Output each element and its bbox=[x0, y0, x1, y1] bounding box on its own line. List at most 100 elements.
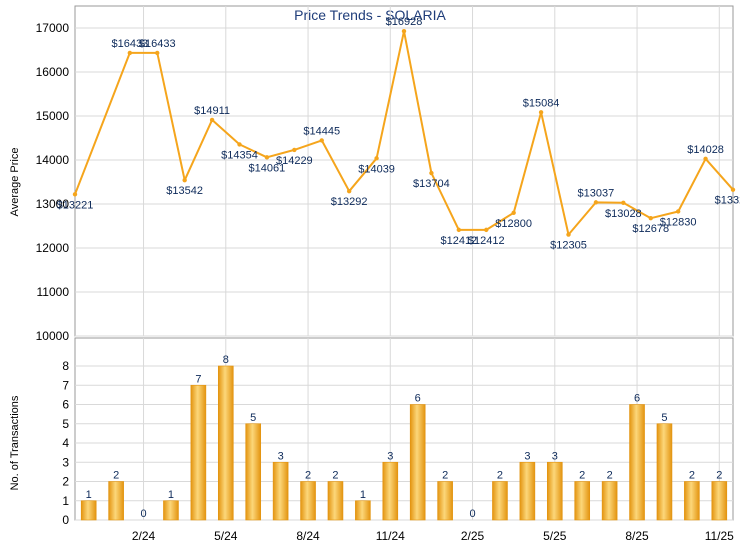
transaction-count-label: 2 bbox=[497, 470, 503, 482]
x-tick-label: 8/24 bbox=[296, 529, 320, 543]
price-point bbox=[675, 209, 681, 214]
transaction-count-label: 5 bbox=[661, 412, 667, 424]
transaction-bar bbox=[519, 461, 536, 521]
price-point bbox=[319, 138, 324, 143]
x-tick-label: 11/24 bbox=[376, 529, 405, 543]
price-point bbox=[538, 110, 544, 115]
price-data-label: $12800 bbox=[495, 218, 532, 230]
x-tick-label: 2/24 bbox=[132, 529, 156, 543]
price-tick-label: 14000 bbox=[36, 153, 70, 167]
chart-title: Price Trends - SOLARIA bbox=[294, 7, 446, 23]
price-data-label: $15084 bbox=[523, 97, 560, 109]
price-point bbox=[127, 50, 133, 56]
price-data-label: $13037 bbox=[578, 187, 615, 199]
transaction-count-label: 3 bbox=[278, 450, 284, 462]
transaction-count-label: 8 bbox=[223, 354, 229, 366]
transaction-count-label: 7 bbox=[195, 373, 201, 385]
price-point bbox=[456, 227, 462, 233]
transaction-count-label: 2 bbox=[689, 470, 695, 482]
price-data-label: $12830 bbox=[660, 216, 697, 228]
x-tick-label: 2/25 bbox=[461, 529, 485, 543]
price-point bbox=[484, 227, 489, 233]
transaction-bar bbox=[190, 384, 207, 521]
price-data-label: $13704 bbox=[413, 178, 450, 190]
price-point bbox=[593, 200, 599, 205]
price-point bbox=[511, 210, 516, 215]
transaction-bar bbox=[163, 500, 179, 521]
price-point bbox=[237, 142, 242, 147]
transaction-count-label: 2 bbox=[442, 470, 448, 482]
transaction-bar bbox=[546, 461, 563, 521]
transaction-bar bbox=[492, 481, 508, 521]
transaction-count-label: 1 bbox=[86, 489, 92, 501]
price-data-label: $16928 bbox=[386, 16, 423, 28]
price-point bbox=[730, 187, 736, 192]
transaction-bar bbox=[711, 481, 728, 521]
transaction-bar bbox=[409, 404, 426, 521]
transaction-count-label: 2 bbox=[607, 470, 613, 482]
price-point bbox=[401, 28, 407, 34]
price-data-label: $13542 bbox=[166, 185, 203, 197]
price-tick-label: 11000 bbox=[37, 285, 70, 299]
price-data-label: $16433 bbox=[111, 38, 148, 50]
transaction-bar bbox=[382, 461, 399, 521]
transactions-tick-label: 4 bbox=[62, 436, 69, 450]
price-data-label: $14039 bbox=[358, 163, 395, 175]
price-data-label: $13028 bbox=[605, 208, 642, 220]
price-data-label: $16433 bbox=[139, 38, 176, 50]
price-point bbox=[566, 232, 571, 237]
price-tick-label: 12000 bbox=[36, 241, 70, 255]
transaction-bar bbox=[327, 481, 344, 521]
transaction-bar bbox=[437, 481, 453, 521]
price-data-label: $12412 bbox=[440, 235, 477, 247]
price-point bbox=[703, 156, 708, 161]
price-point bbox=[648, 215, 653, 221]
x-tick-label: 5/24 bbox=[214, 529, 238, 543]
transaction-count-label: 6 bbox=[634, 393, 640, 405]
transaction-count-label: 2 bbox=[332, 470, 338, 482]
transaction-bar bbox=[217, 365, 234, 521]
price-data-label: $14229 bbox=[276, 155, 313, 167]
price-point bbox=[346, 188, 352, 194]
price-tick-label: 15000 bbox=[36, 109, 70, 123]
transaction-bar bbox=[300, 481, 316, 521]
transaction-count-label: 3 bbox=[552, 450, 558, 462]
x-tick-label: 8/25 bbox=[625, 529, 649, 543]
price-point bbox=[374, 156, 379, 161]
transaction-count-label: 1 bbox=[168, 489, 174, 501]
transactions-tick-label: 3 bbox=[62, 455, 69, 469]
price-tick-label: 13000 bbox=[36, 197, 70, 211]
transaction-count-label: 2 bbox=[716, 470, 722, 482]
transaction-count-label: 2 bbox=[113, 470, 119, 482]
transaction-bar bbox=[601, 481, 618, 521]
price-data-label: $13324 bbox=[715, 195, 740, 207]
transaction-bar bbox=[108, 481, 124, 521]
price-data-label: $12305 bbox=[550, 240, 587, 252]
transaction-count-label: 3 bbox=[387, 450, 393, 462]
transactions-tick-label: 5 bbox=[62, 417, 69, 431]
transaction-count-label: 0 bbox=[140, 508, 146, 520]
transactions-tick-label: 8 bbox=[62, 359, 69, 373]
transaction-count-label: 3 bbox=[524, 450, 530, 462]
transactions-tick-label: 7 bbox=[62, 378, 69, 392]
price-series-line bbox=[74, 30, 734, 236]
price-data-label: $13221 bbox=[57, 199, 94, 211]
transactions-tick-label: 0 bbox=[62, 513, 69, 527]
price-tick-label: 17000 bbox=[36, 21, 70, 35]
transaction-bar bbox=[629, 404, 645, 521]
transaction-bar bbox=[684, 481, 700, 521]
price-point bbox=[264, 155, 270, 160]
transaction-count-label: 2 bbox=[305, 470, 311, 482]
transaction-count-label: 0 bbox=[469, 508, 475, 520]
transactions-axis-label: No. of Transactions bbox=[9, 395, 21, 490]
transaction-count-label: 6 bbox=[415, 393, 421, 405]
price-labels: $13221$16433$16433$13542$14911$14354$140… bbox=[57, 16, 740, 251]
transaction-bar bbox=[574, 481, 591, 521]
price-point bbox=[182, 177, 187, 183]
price-data-label: $12678 bbox=[632, 223, 669, 235]
price-point bbox=[292, 147, 297, 153]
price-data-label: $14028 bbox=[687, 144, 724, 156]
price-plot-frame bbox=[74, 5, 734, 337]
